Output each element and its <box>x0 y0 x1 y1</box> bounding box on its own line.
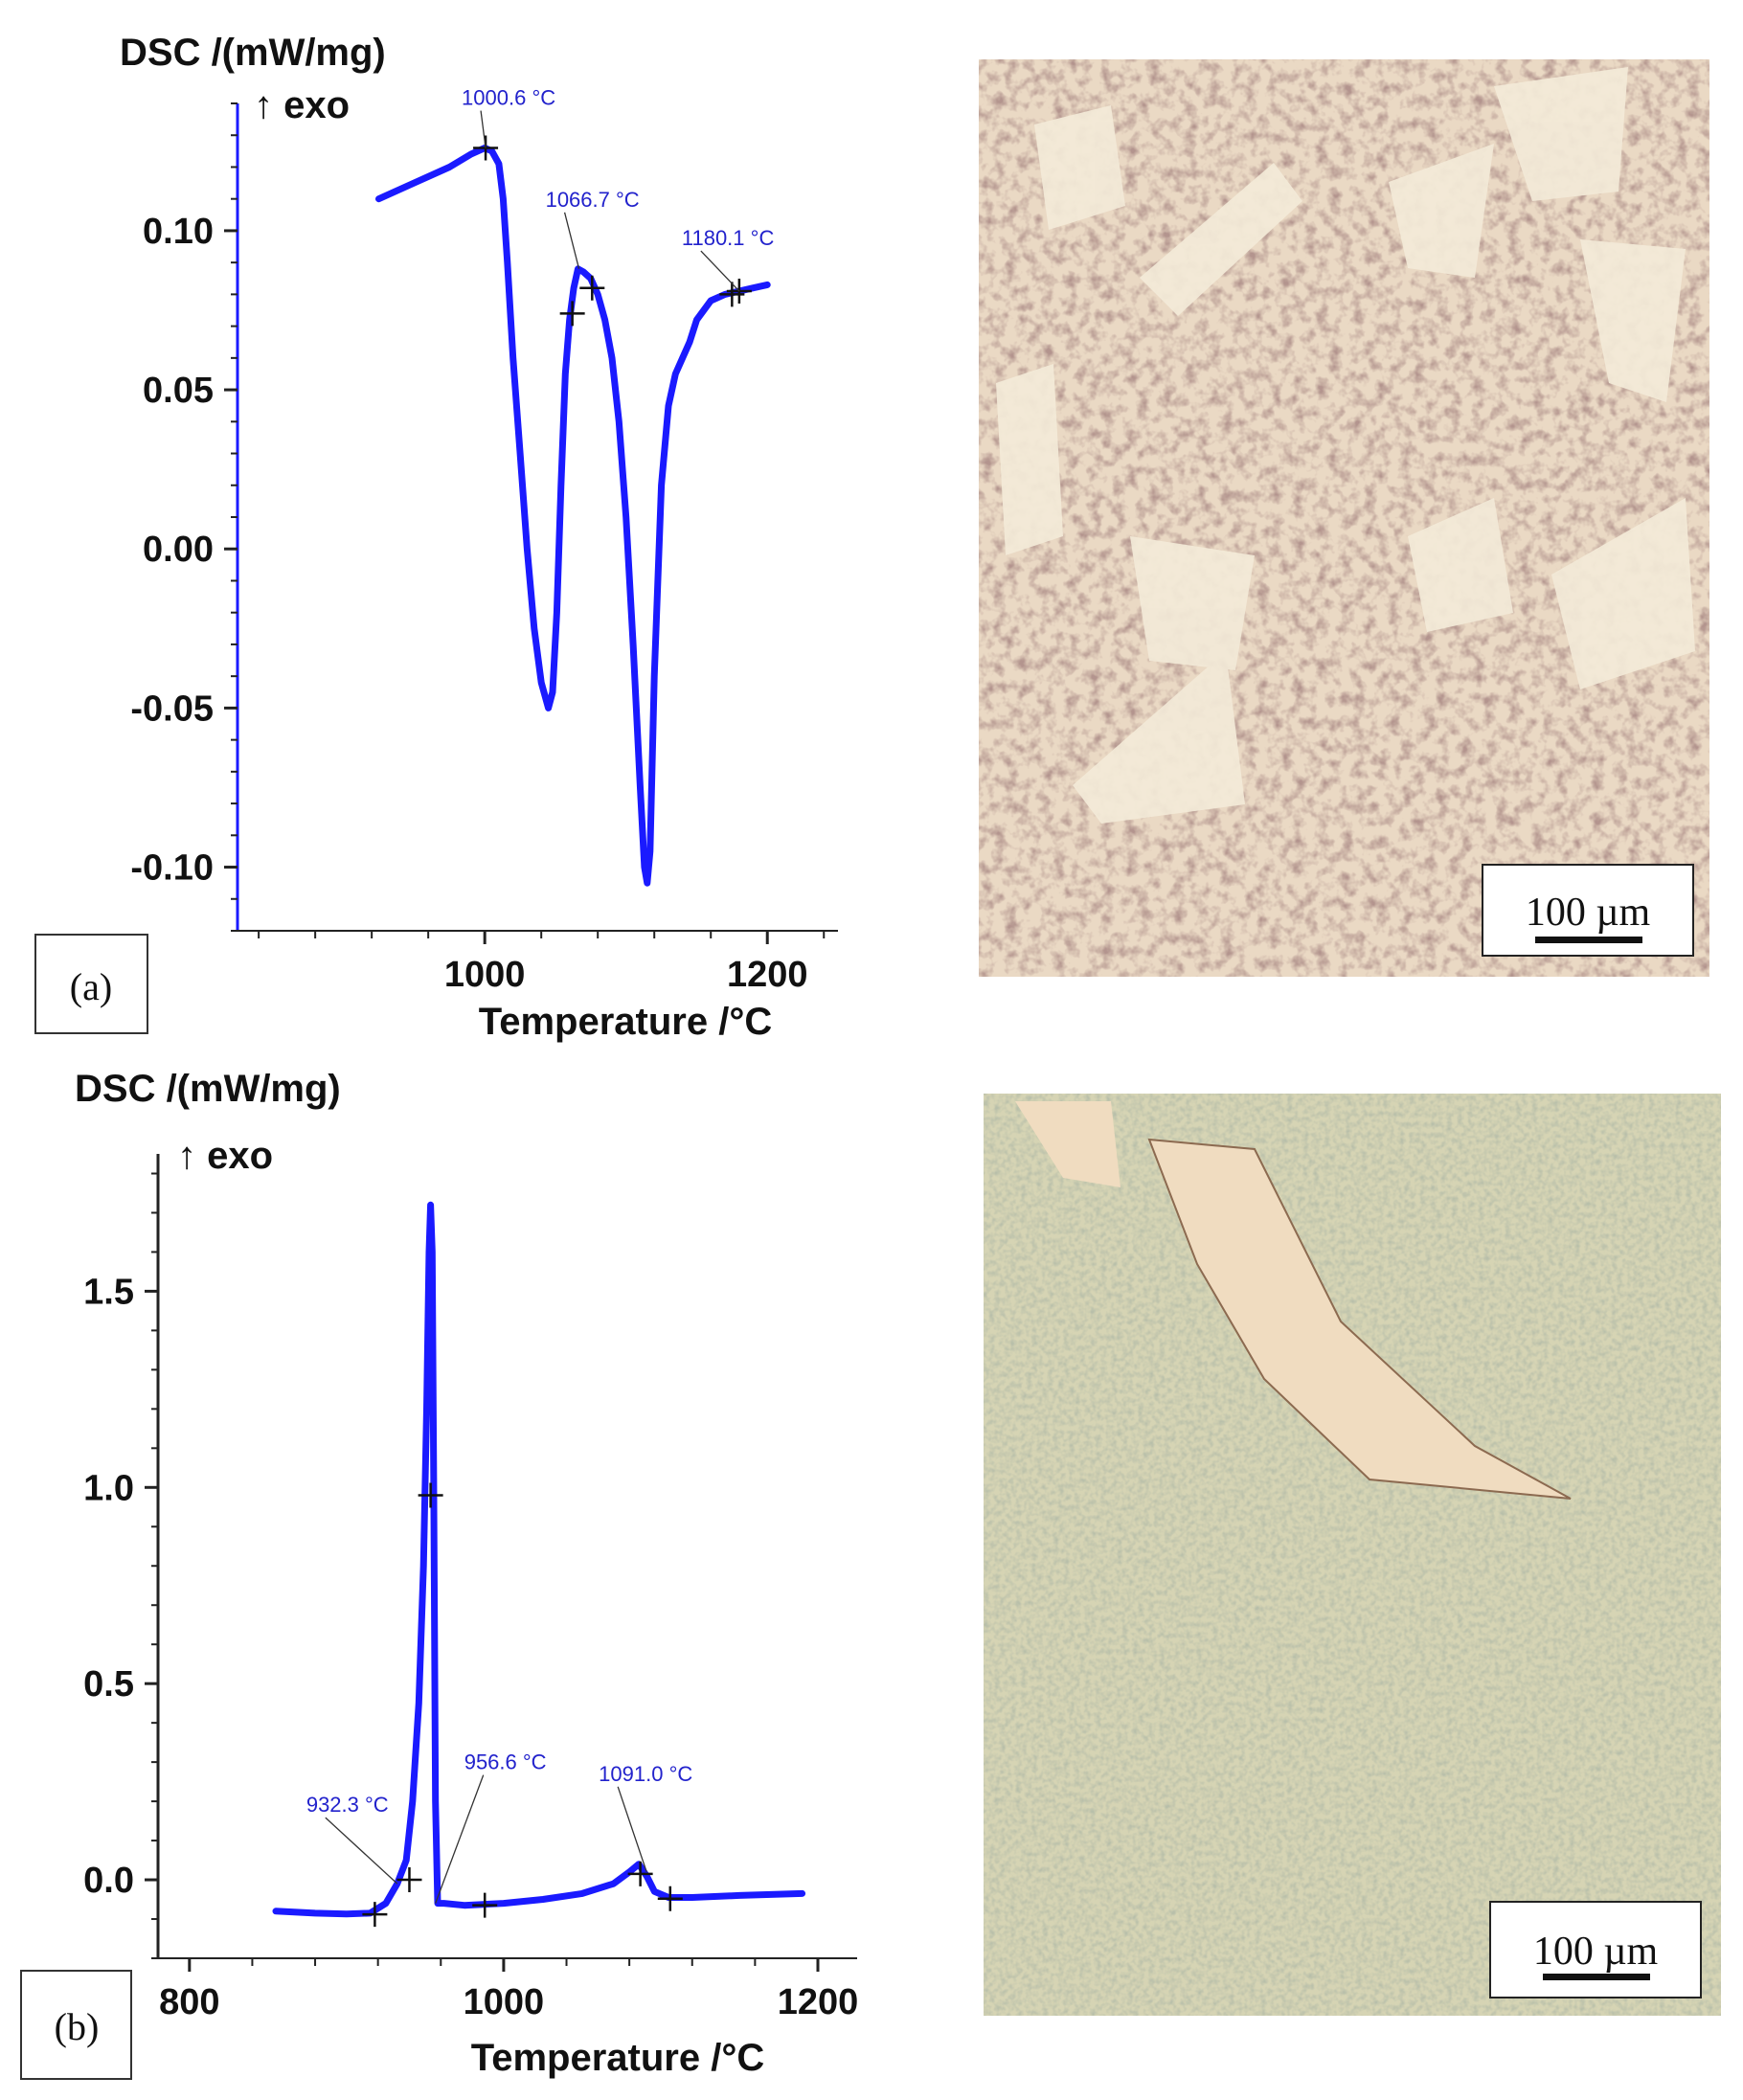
temperature-annotation: 956.6 °C <box>464 1750 547 1774</box>
cross-marker <box>627 1861 653 1886</box>
annotation-group: 932.3 °C 956.6 °C 1091.0 °C <box>306 1750 692 1904</box>
scale-bar-box <box>1482 864 1694 957</box>
y-tick-label: 1.5 <box>83 1272 134 1312</box>
x-tick-label: 800 <box>159 1982 219 2022</box>
y-tick-label: -0.05 <box>130 689 214 729</box>
cross-marker <box>472 1892 498 1918</box>
cross-marker <box>579 275 605 301</box>
temperature-annotation: 1091.0 °C <box>599 1762 692 1786</box>
scale-bar-label: 100 µm <box>1526 891 1651 935</box>
micrograph-a: 100 µm <box>979 59 1709 977</box>
micrograph-primary-phase <box>1147 1138 1572 1500</box>
y-tick-label: 0.0 <box>83 1861 134 1901</box>
annotation-leader <box>435 1774 485 1904</box>
x-tick-label: 1200 <box>778 1982 859 2022</box>
annotation-leader <box>480 110 487 148</box>
y-tick-label: 0.05 <box>143 371 214 411</box>
annotation-leader <box>563 212 580 269</box>
x-axis-title: Temperature /°C <box>479 1001 772 1043</box>
exo-direction-label: ↑ exo <box>254 84 350 126</box>
y-axis-title: DSC /(mW/mg) <box>120 32 386 74</box>
micrograph-phase-regions <box>996 67 1695 824</box>
tick-group: 1.5 1.0 0.5 0.0 800 1000 1200 <box>83 1154 858 2022</box>
temperature-annotation: 932.3 °C <box>306 1793 389 1817</box>
micrograph-primary-phase <box>1015 1101 1120 1187</box>
marker-group <box>473 135 752 327</box>
temperature-annotation: 1066.7 °C <box>546 188 640 212</box>
x-tick-label: 1200 <box>727 955 808 995</box>
cross-marker <box>726 279 752 305</box>
y-tick-label: -0.10 <box>130 848 214 889</box>
cross-marker <box>362 1902 388 1928</box>
x-axis-title: Temperature /°C <box>471 2037 764 2079</box>
x-tick-label: 1000 <box>464 1982 545 2022</box>
micrograph-texture <box>984 1094 1721 2016</box>
annotation-leader <box>700 250 740 292</box>
tick-group: 0.10 0.05 0.00 -0.05 -0.10 1000 1200 <box>130 102 838 995</box>
cross-marker <box>418 1482 443 1508</box>
y-tick-label: 0.10 <box>143 212 214 252</box>
cross-marker <box>559 301 585 327</box>
annotation-group: 1000.6 °C 1066.7 °C 1180.1 °C <box>462 86 774 292</box>
dsc-chart-b: DSC /(mW/mg) ↑ exo 1.5 1.0 0.5 0.0 800 1000 12… <box>20 1068 858 2080</box>
annotation-leader <box>325 1817 398 1885</box>
scale-bar-line <box>1535 937 1642 943</box>
panel-label: (a) <box>70 965 112 1008</box>
scale-bar-line <box>1543 1974 1650 1980</box>
x-tick-label: 1000 <box>444 955 526 995</box>
cross-marker <box>657 1885 683 1911</box>
y-axis-title: DSC /(mW/mg) <box>75 1068 341 1110</box>
dsc-chart-a: DSC /(mW/mg) ↑ exo 0.10 0.05 0.00 -0.05 -0.1… <box>34 32 838 1043</box>
temperature-annotation: 1000.6 °C <box>462 86 555 110</box>
scale-bar-box <box>1489 1901 1702 1998</box>
marker-group <box>362 1482 683 1928</box>
exo-direction-label: ↑ exo <box>177 1135 273 1177</box>
scale-bar-label: 100 µm <box>1533 1930 1659 1974</box>
cross-marker <box>396 1867 422 1893</box>
dsc-curve <box>375 145 771 887</box>
annotation-leader <box>617 1786 647 1873</box>
y-tick-label: 0.00 <box>143 530 214 570</box>
cross-marker <box>719 282 745 307</box>
temperature-annotation: 1180.1 °C <box>682 226 775 250</box>
y-tick-label: 0.5 <box>83 1664 134 1705</box>
panel-label-box <box>34 934 148 1034</box>
panel-label-box <box>20 1970 132 2080</box>
y-tick-label: 1.0 <box>83 1468 134 1508</box>
micrograph-b: 100 µm <box>984 1094 1721 2016</box>
panel-label: (b) <box>55 2005 100 2048</box>
